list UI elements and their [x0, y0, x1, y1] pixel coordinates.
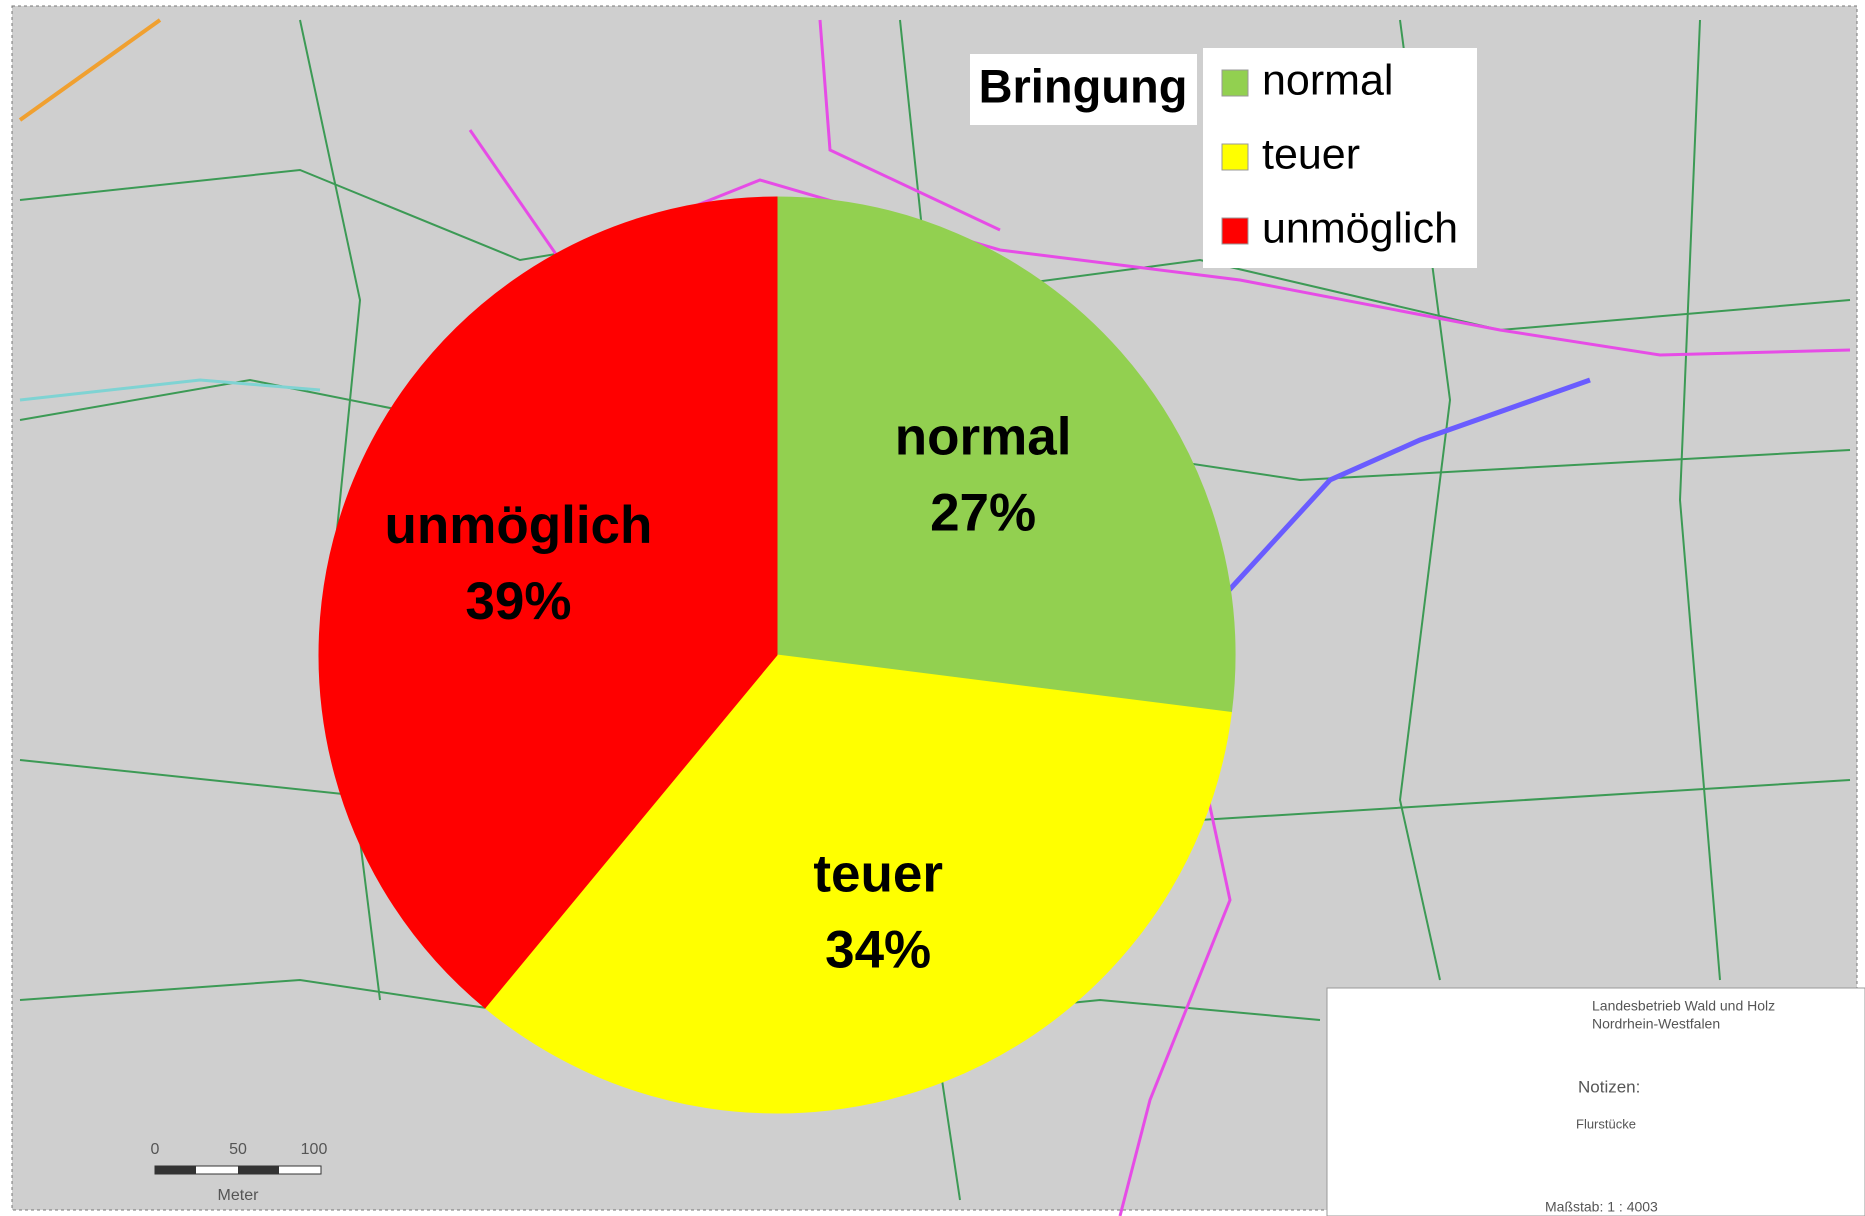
slice-value-label: 27% — [930, 483, 1036, 542]
slice-label: teuer — [813, 845, 943, 904]
scale-tick: 100 — [301, 1141, 328, 1158]
slice-value-label: 34% — [825, 921, 931, 980]
legend-swatch — [1222, 144, 1248, 170]
scale-unit: Meter — [218, 1187, 260, 1204]
scale-bar-segment — [155, 1166, 196, 1174]
slice-label: unmöglich — [384, 496, 652, 555]
chart: Bringung normal 27% teuer 34% unmöglich 39% L… — [0, 0, 1865, 1216]
legend-label: unmöglich — [1262, 204, 1458, 252]
scale-tick: 50 — [229, 1141, 247, 1158]
scale-label: Maßstab: 1 : 4003 — [1545, 1199, 1658, 1215]
legend-label: normal — [1262, 56, 1393, 104]
agency-name: Landesbetrieb Wald und Holz — [1592, 998, 1775, 1014]
chart-title: Bringung — [979, 59, 1188, 112]
scale-bar-segment — [238, 1166, 279, 1174]
layer-label: Flurstücke — [1576, 1116, 1636, 1131]
slice-value-label: 39% — [465, 572, 571, 631]
agency-name: Nordrhein-Westfalen — [1592, 1016, 1720, 1032]
pie: normal 27% teuer 34% unmöglich 39% — [319, 197, 1235, 1113]
slice-label: normal — [895, 407, 1072, 466]
scale-tick: 0 — [151, 1141, 160, 1158]
legend-swatch — [1222, 70, 1248, 96]
notes-label: Notizen: — [1578, 1077, 1640, 1096]
legend-swatch — [1222, 218, 1248, 244]
legend-label: teuer — [1262, 130, 1360, 178]
